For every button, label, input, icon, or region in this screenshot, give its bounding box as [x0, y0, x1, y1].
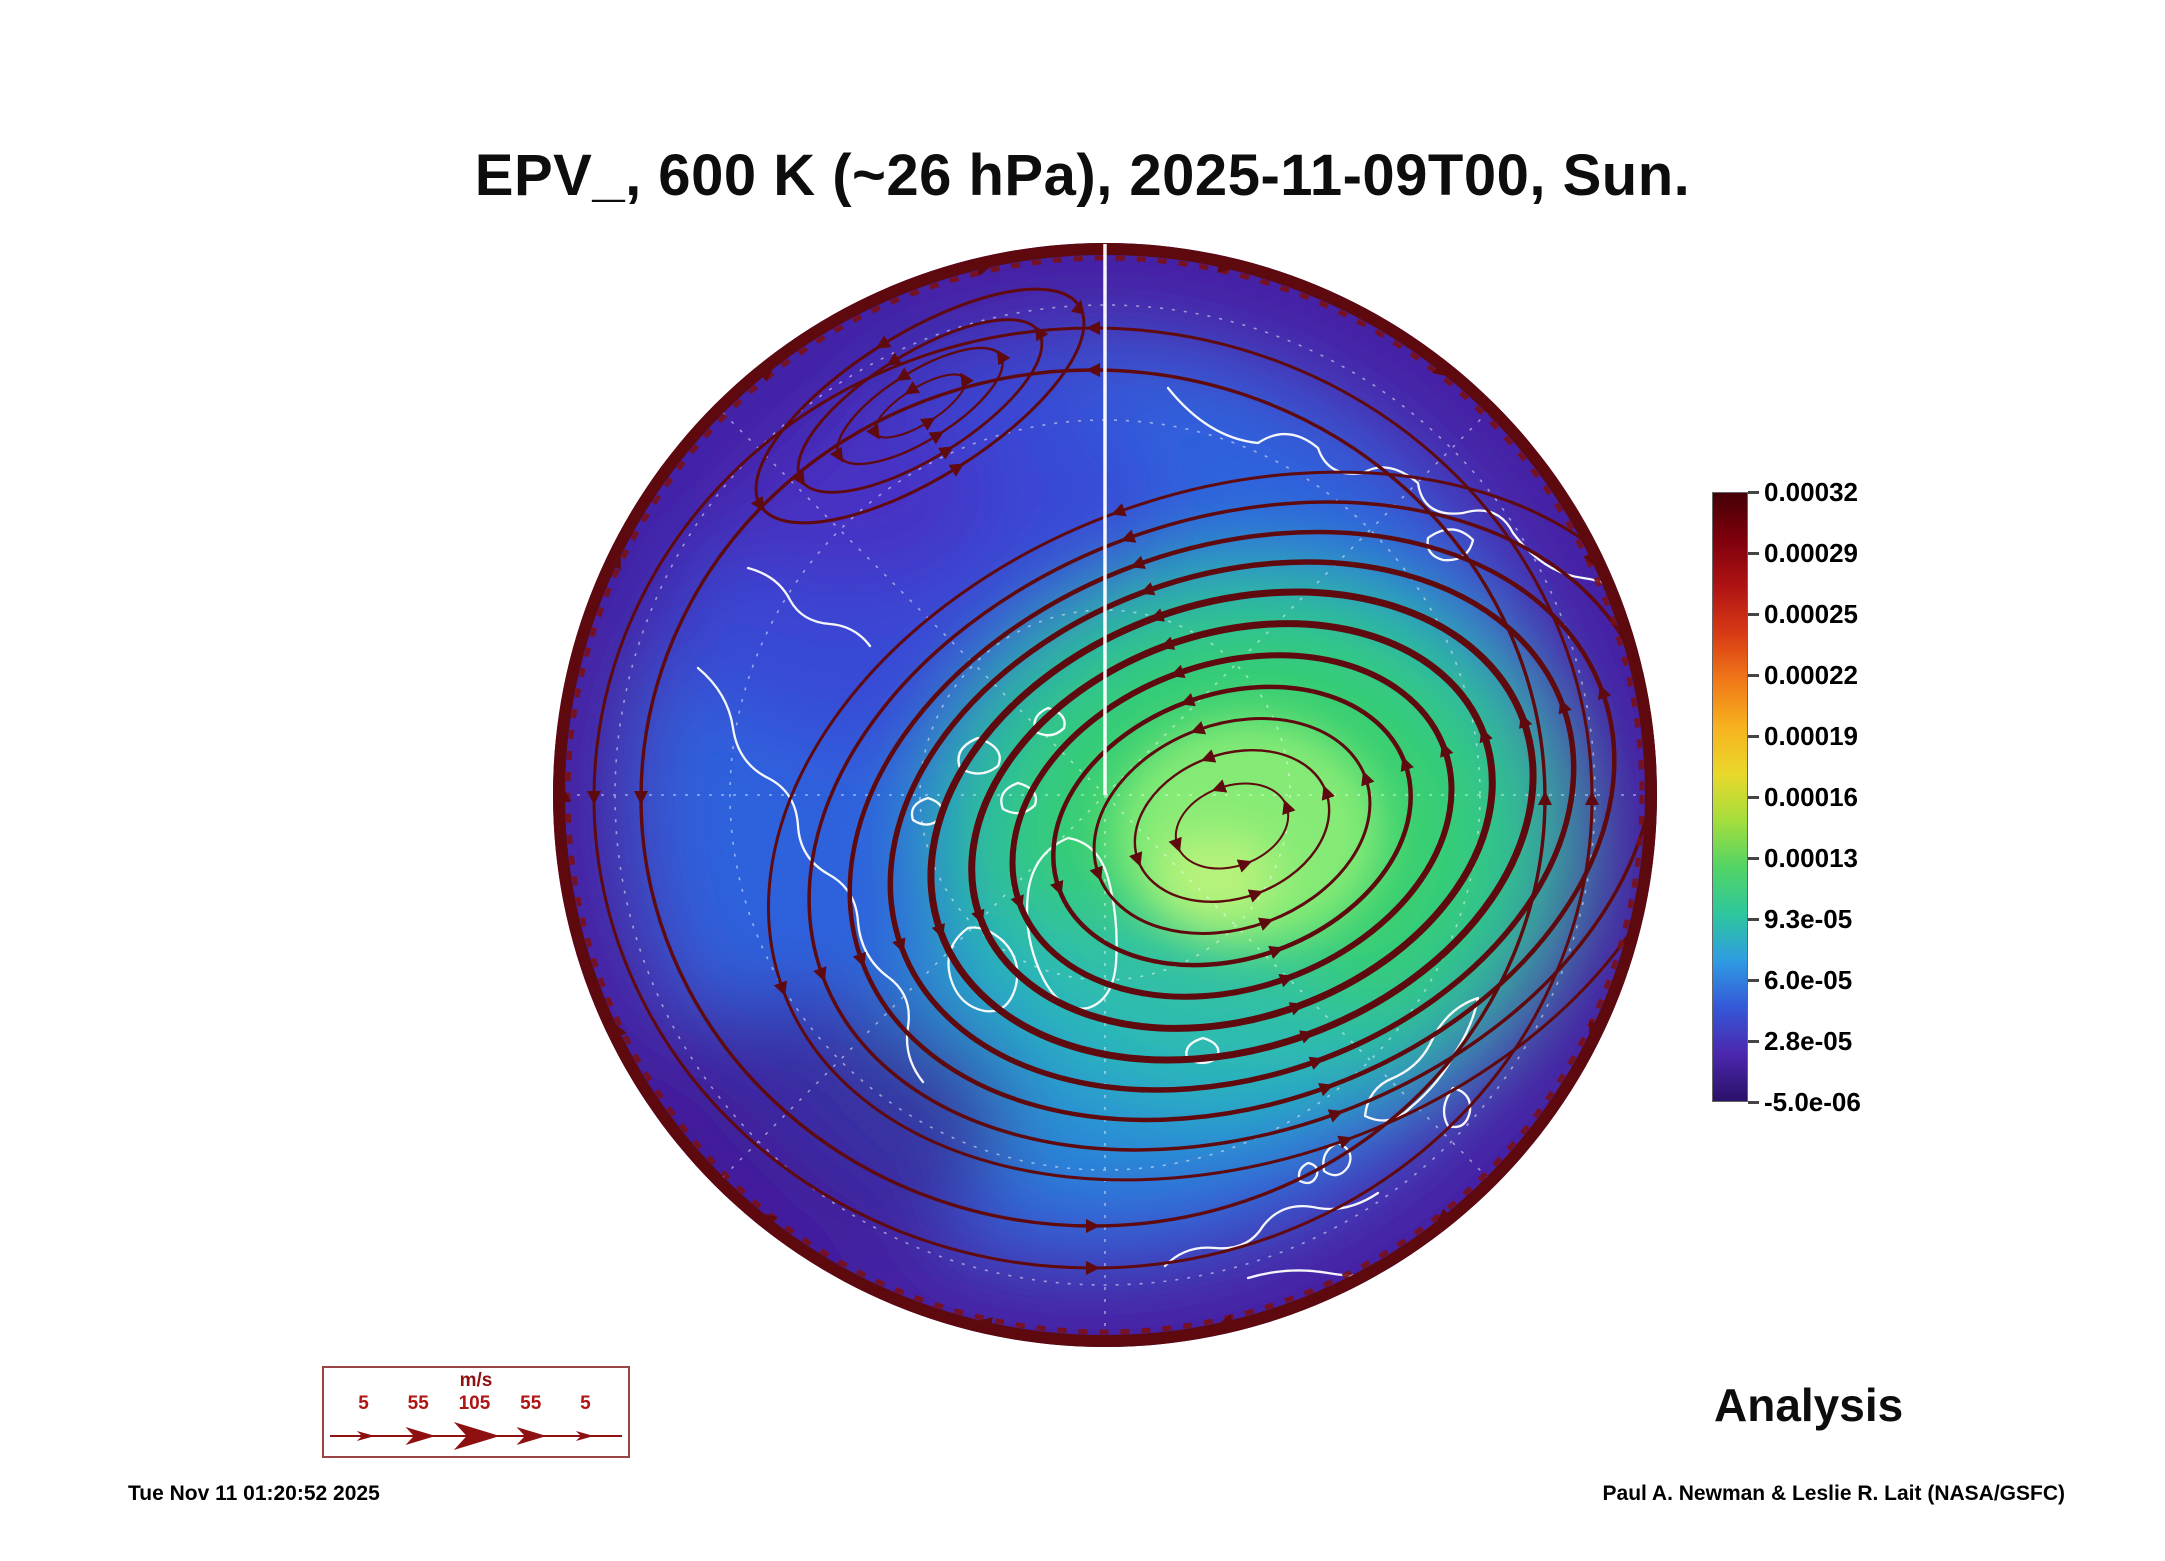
colorbar-gradient [1712, 492, 1748, 1102]
colorbar-tick [1748, 1040, 1759, 1043]
colorbar-tick-label: 2.8e-05 [1764, 1026, 1853, 1056]
colorbar-tick [1748, 735, 1759, 738]
wind-legend-units: m/s [459, 1370, 493, 1391]
colorbar-tick [1748, 674, 1759, 677]
wind-arrow-5a [356, 1431, 375, 1441]
colorbar-tick [1748, 1101, 1759, 1104]
credit-text: Paul A. Newman & Leslie R. Lait (NASA/GS… [1602, 1482, 2065, 1505]
colorbar-tick [1748, 491, 1759, 494]
wind-legend-value: 5 [358, 1393, 369, 1414]
wind-arrow-5b [575, 1431, 594, 1441]
creation-timestamp: Tue Nov 11 01:20:52 2025 [128, 1482, 380, 1505]
wind-arrow-55a [405, 1427, 436, 1445]
page-title: EPV_, 600 K (~26 hPa), 2025-11-09T00, Su… [474, 143, 1691, 208]
colorbar-tick [1748, 857, 1759, 860]
analysis-label: Analysis [1714, 1379, 1904, 1431]
colorbar-tick-label: 0.00016 [1764, 782, 1858, 812]
colorbar-tick-label: 0.00025 [1764, 599, 1858, 629]
colorbar-tick-label: 6.0e-05 [1764, 965, 1853, 995]
colorbar-tick-label: 0.00019 [1764, 721, 1858, 751]
wind-legend-value: 105 [458, 1393, 491, 1414]
wind-legend-value: 55 [407, 1393, 429, 1414]
wind-arrow-105 [453, 1422, 500, 1450]
colorbar-tick [1748, 552, 1759, 555]
colorbar-tick-label: 0.00013 [1764, 843, 1858, 873]
wind-speed-legend: m/s 5 55 105 55 5 [322, 1366, 630, 1458]
colorbar-tick [1748, 918, 1759, 921]
colorbar-tick [1748, 796, 1759, 799]
colorbar-tick-label: 0.00022 [1764, 660, 1858, 690]
colorbar-tick [1748, 979, 1759, 982]
wind-arrow-55b [516, 1427, 547, 1445]
colorbar-tick-label: 9.3e-05 [1764, 904, 1853, 934]
polar-map [553, 243, 1657, 1347]
colorbar-tick-label: 0.00029 [1764, 538, 1858, 568]
colorbar-tick [1748, 613, 1759, 616]
colorbar-tick-label: 0.00032 [1764, 477, 1858, 507]
wind-legend-value: 5 [580, 1393, 591, 1414]
colorbar-tick-label: -5.0e-06 [1764, 1087, 1861, 1117]
wind-legend-value: 55 [520, 1393, 542, 1414]
wind-arrow-scale [330, 1422, 622, 1450]
